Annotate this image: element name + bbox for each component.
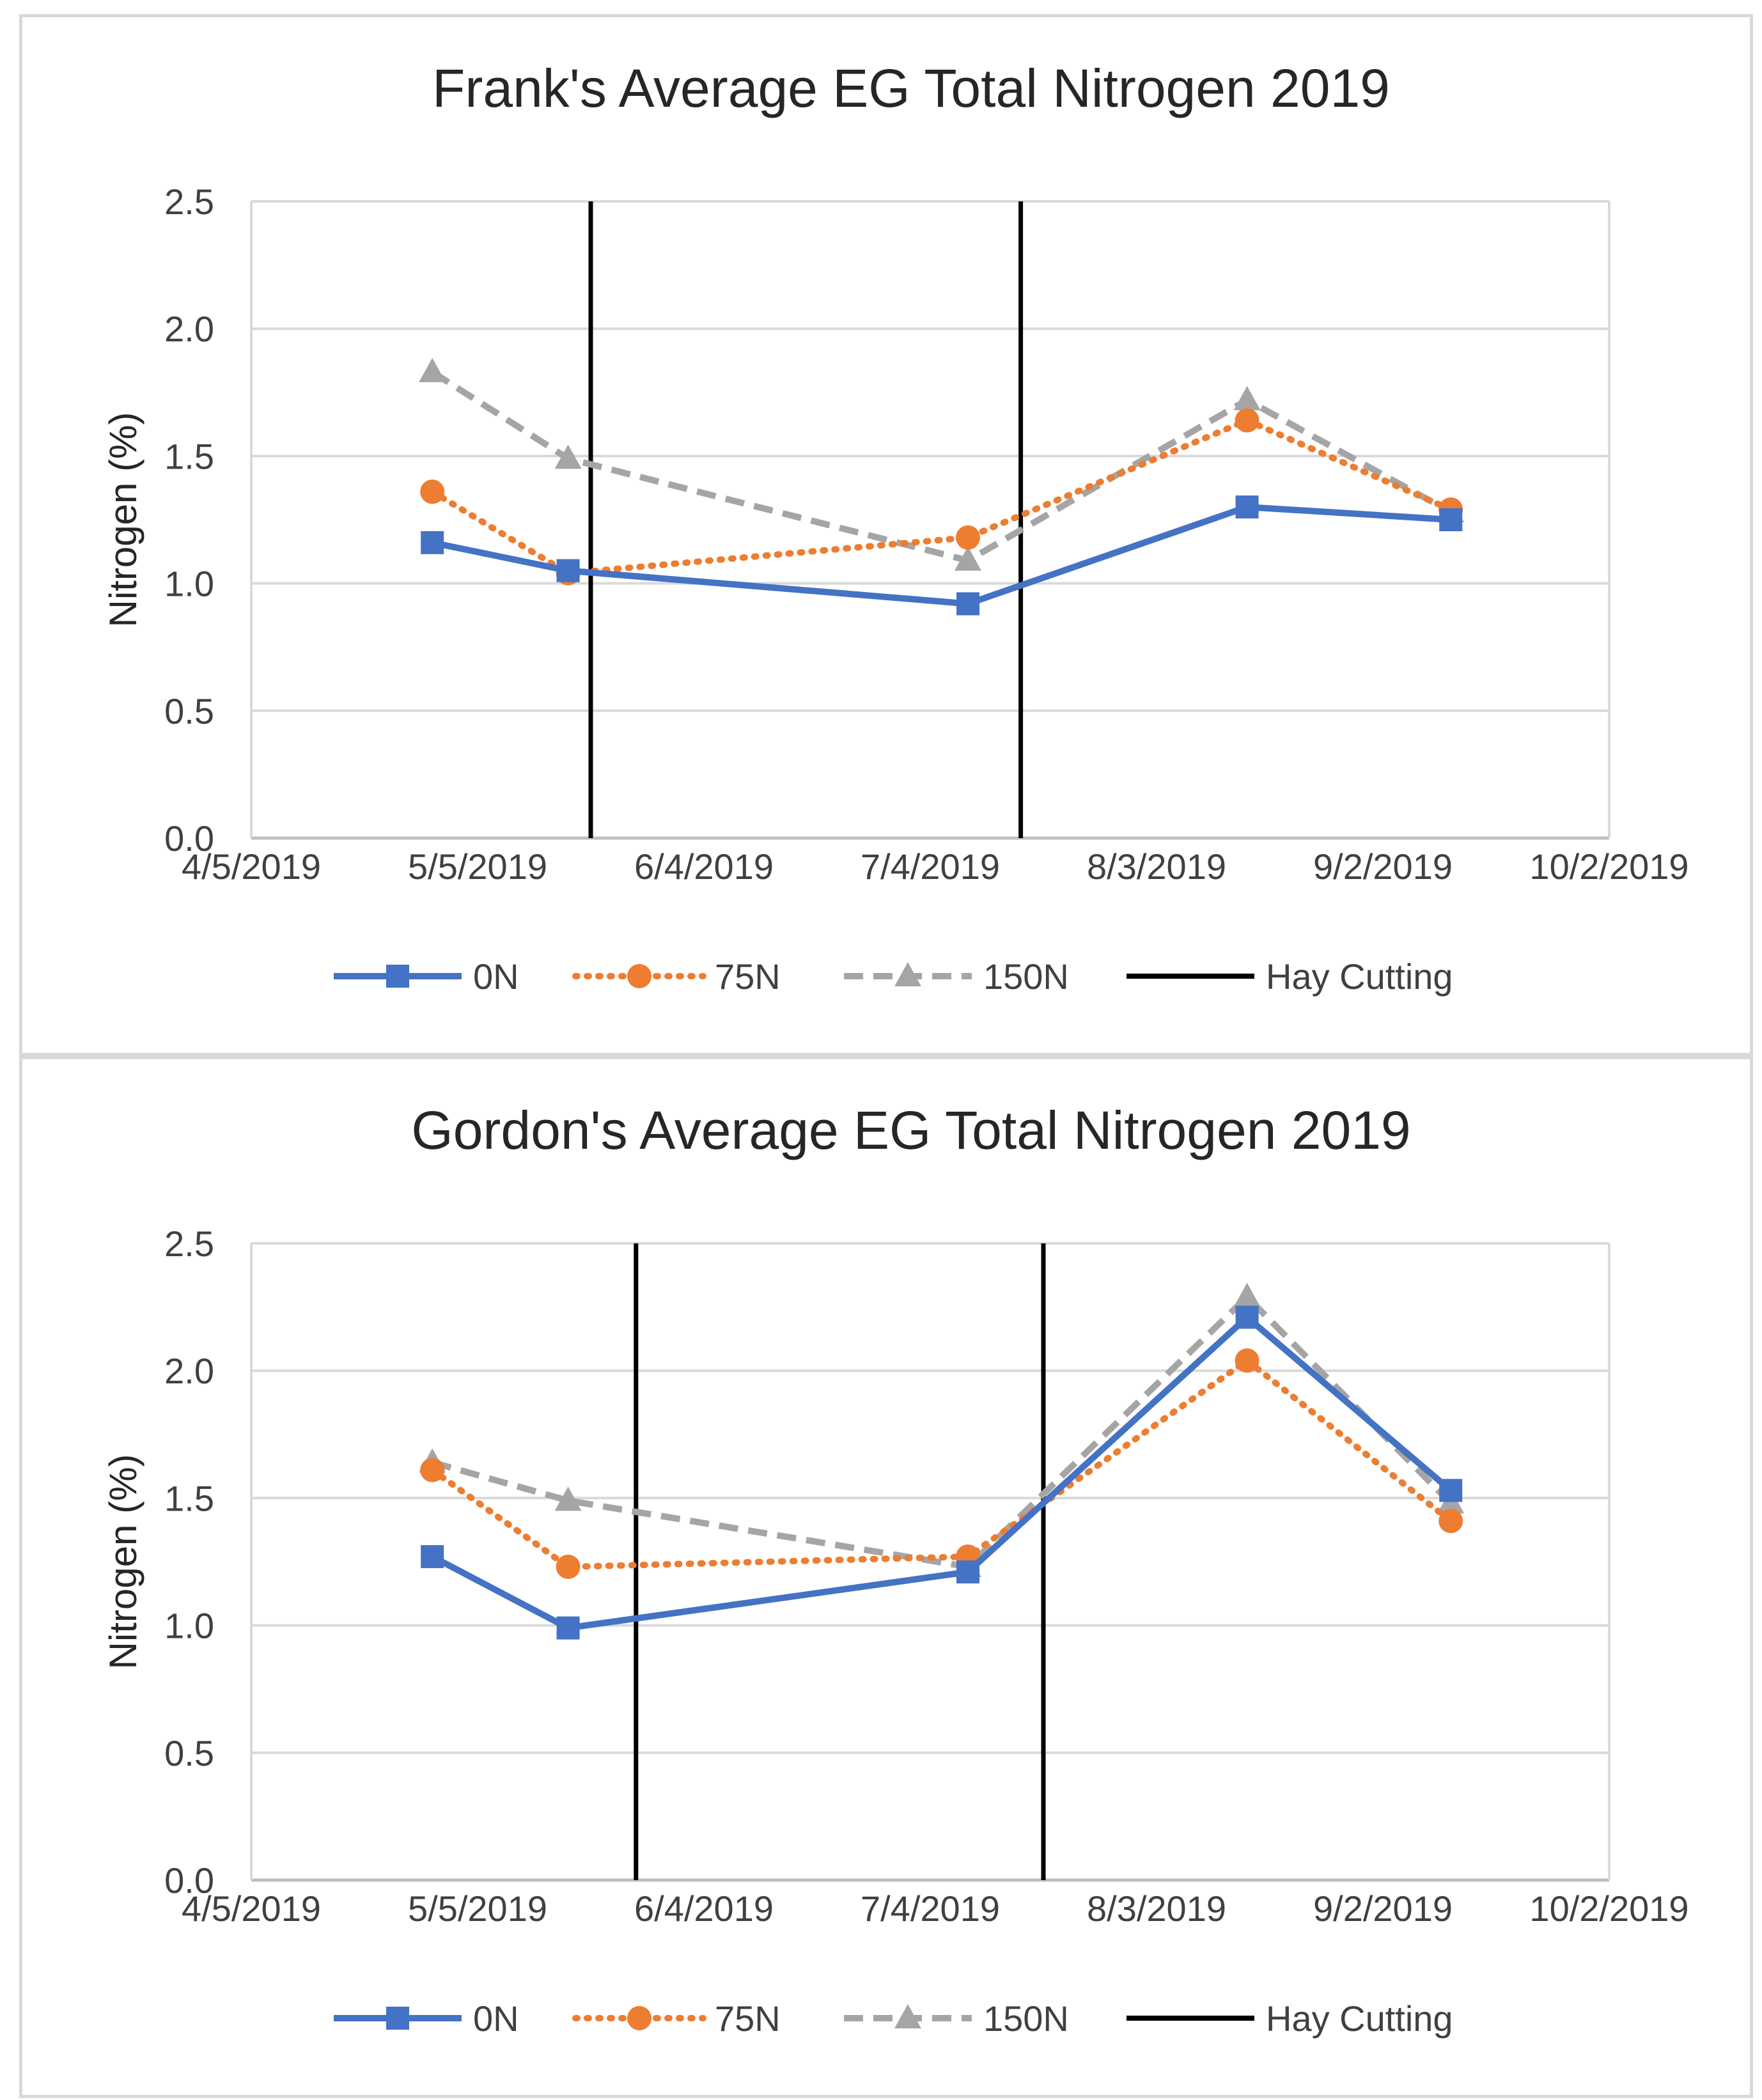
data-point-0n <box>1235 1305 1259 1329</box>
data-point-75n <box>1235 408 1259 433</box>
data-point-75n <box>1235 1348 1259 1373</box>
legend-label-150n: 150N <box>983 1998 1069 2039</box>
chart-panel-frank: Frank's Average EG Total Nitrogen 2019 0.… <box>19 14 1753 1056</box>
data-point-150n <box>554 444 582 469</box>
y-tick-label: 0.5 <box>164 691 214 731</box>
y-tick-label: 1.0 <box>164 564 214 604</box>
x-tick-label: 5/5/2019 <box>408 846 547 887</box>
x-tick-label: 6/4/2019 <box>634 1888 774 1929</box>
legend-marker-150n <box>894 2004 921 2028</box>
chart-gordon: Gordon's Average EG Total Nitrogen 2019 0… <box>102 1100 1689 2039</box>
data-point-0n <box>421 1545 444 1569</box>
legend-label-75n: 75N <box>715 1998 781 2039</box>
data-point-75n <box>956 525 980 550</box>
legend-label-hay-cutting: Hay Cutting <box>1266 956 1453 997</box>
y-axis-title: Nitrogen (%) <box>102 412 144 628</box>
x-tick-label: 8/3/2019 <box>1087 1888 1226 1929</box>
y-tick-label: 0.0 <box>164 1860 214 1901</box>
y-tick-label: 0.0 <box>164 818 214 859</box>
data-point-75n <box>556 1554 581 1579</box>
data-point-75n <box>420 1458 445 1482</box>
data-point-75n <box>1438 1509 1463 1534</box>
chart-frank: Frank's Average EG Total Nitrogen 2019 0.… <box>102 58 1689 997</box>
data-point-150n <box>419 357 446 382</box>
x-tick-label: 10/2/2019 <box>1529 846 1688 887</box>
data-point-150n <box>955 546 981 571</box>
data-point-0n <box>1235 495 1259 519</box>
legend-label-0n: 0N <box>473 956 519 997</box>
data-point-150n <box>1233 385 1261 410</box>
legend-marker-0n <box>386 2007 409 2030</box>
legend-label-75n: 75N <box>715 956 781 997</box>
data-point-0n <box>1439 508 1463 531</box>
y-tick-label: 1.5 <box>164 436 214 476</box>
x-tick-label: 9/2/2019 <box>1313 846 1453 887</box>
series-line-75n <box>429 417 1454 577</box>
legend-marker-75n <box>627 964 651 988</box>
data-point-150n <box>554 1486 582 1511</box>
legend-marker-150n <box>894 962 921 986</box>
series-line-75n <box>429 1357 1454 1570</box>
y-tick-label: 2.5 <box>164 182 214 222</box>
series-line-150n <box>430 369 1453 564</box>
x-tick-label: 9/2/2019 <box>1313 1888 1453 1929</box>
legend-label-hay-cutting: Hay Cutting <box>1266 1998 1453 2039</box>
x-tick-label: 6/4/2019 <box>634 846 774 887</box>
chart-panel-gordon: Gordon's Average EG Total Nitrogen 2019 0… <box>19 1056 1753 2098</box>
y-tick-label: 2.0 <box>164 309 214 349</box>
x-tick-label: 8/3/2019 <box>1087 846 1226 887</box>
x-tick-label: 10/2/2019 <box>1529 1888 1688 1929</box>
legend-label-150n: 150N <box>983 956 1069 997</box>
series-line-150n <box>431 1293 1453 1570</box>
y-axis-title: Nitrogen (%) <box>102 1454 144 1670</box>
x-tick-label: 5/5/2019 <box>408 1888 547 1929</box>
legend-marker-0n <box>386 965 409 988</box>
legend-label-0n: 0N <box>473 1998 519 2039</box>
y-tick-label: 1.5 <box>164 1478 214 1518</box>
data-point-0n <box>421 531 444 554</box>
x-tick-label: 4/5/2019 <box>182 846 321 887</box>
x-tick-label: 4/5/2019 <box>182 1888 321 1929</box>
y-tick-label: 2.5 <box>164 1224 214 1264</box>
data-point-0n <box>556 559 580 582</box>
x-tick-label: 7/4/2019 <box>861 846 1000 887</box>
data-point-0n <box>556 1616 580 1640</box>
series-line-0n <box>430 1314 1453 1631</box>
legend: 0N 75N 150N Hay Cutting <box>334 1998 1453 2039</box>
y-tick-label: 1.0 <box>164 1606 214 1646</box>
y-tick-label: 0.5 <box>164 1733 214 1773</box>
data-point-150n <box>1233 1282 1261 1307</box>
x-tick-label: 7/4/2019 <box>861 1888 1000 1929</box>
legend: 0N 75N 150N Hay Cutting <box>334 956 1453 997</box>
data-point-0n <box>1439 1479 1463 1502</box>
chart-title: Gordon's Average EG Total Nitrogen 2019 <box>411 1100 1410 1160</box>
legend-marker-75n <box>627 2006 651 2030</box>
data-point-75n <box>420 479 445 504</box>
y-tick-label: 2.0 <box>164 1351 214 1391</box>
chart-title: Frank's Average EG Total Nitrogen 2019 <box>432 58 1390 118</box>
data-point-0n <box>956 1560 979 1583</box>
data-point-0n <box>956 592 979 616</box>
